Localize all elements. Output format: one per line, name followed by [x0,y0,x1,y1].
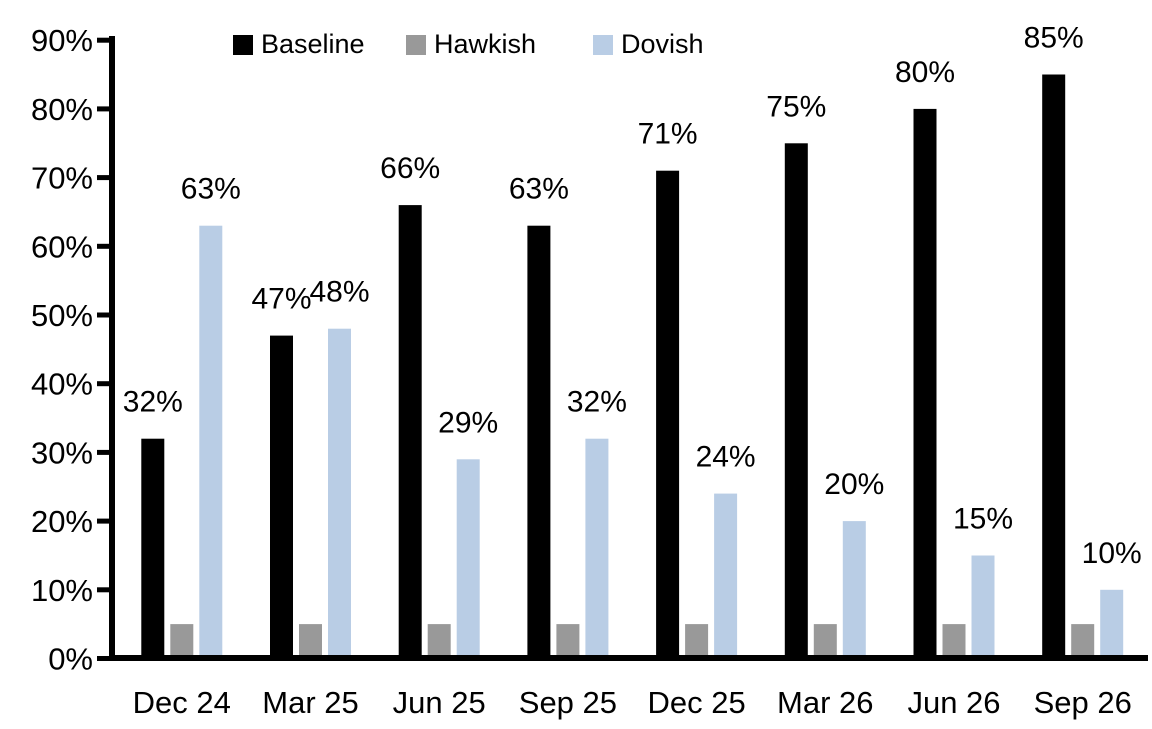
bar-baseline-mar-26 [784,143,808,660]
y-axis-label: 70% [31,161,93,196]
data-label: 24% [696,441,756,474]
legend-item-dovish: Dovish [593,31,704,58]
bar-hawkish-jun-25 [427,624,451,660]
y-axis-label: 40% [31,367,93,402]
bar-hawkish-dec-24 [170,624,194,660]
bar-hawkish-mar-25 [299,624,322,660]
data-label: 10% [1082,537,1142,570]
bar-dovish-dec-24 [199,225,223,660]
data-label: 85% [1024,22,1084,55]
x-axis-label-sep-25: Sep 25 [519,685,617,720]
x-axis-label-dec-24: Dec 24 [133,685,231,720]
bar-hawkish-sep-25 [556,624,580,660]
baseline-swatch-icon [233,34,253,55]
x-axis-label-dec-25: Dec 25 [647,685,745,720]
bar-baseline-sep-26 [1042,74,1066,660]
x-axis-label-jun-26: Jun 26 [907,685,1000,720]
bar-dovish-mar-25 [328,328,351,660]
data-label: 66% [380,152,440,185]
bar-baseline-mar-25 [270,335,293,660]
legend-label-dovish: Dovish [621,29,704,59]
y-axis-line [109,36,115,661]
legend-label-hawkish: Hawkish [434,29,537,59]
y-axis-tick [97,587,109,593]
y-axis-tick [97,175,109,181]
y-axis-tick [97,243,109,249]
data-label: 15% [953,503,1013,536]
data-label: 63% [181,173,241,206]
legend: Baseline Hawkish Dovish [0,0,1152,70]
data-label: 29% [438,406,498,439]
bar-baseline-dec-25 [656,170,680,660]
bar-dovish-jun-26 [971,555,995,660]
bar-dovish-sep-25 [585,438,609,660]
y-axis-tick [97,518,109,524]
data-label: 32% [567,386,627,419]
y-axis-label: 0% [48,642,93,677]
legend-label-baseline: Baseline [261,29,365,59]
y-axis-label: 50% [31,298,93,333]
data-label: 48% [309,276,369,309]
bar-hawkish-dec-25 [685,624,709,660]
bar-hawkish-mar-26 [813,624,837,660]
legend-item-baseline: Baseline [233,31,365,58]
bar-dovish-jun-25 [456,459,480,660]
bar-baseline-sep-25 [527,225,551,660]
y-axis-tick [97,656,109,661]
legend-item-hawkish: Hawkish [406,31,536,58]
y-axis-label: 80% [31,92,93,127]
data-label: 63% [509,173,569,206]
y-axis-label: 30% [31,435,93,470]
x-axis-label-mar-25: Mar 25 [262,685,358,720]
y-axis-tick [97,312,109,318]
bar-hawkish-sep-26 [1071,624,1095,660]
data-label: 71% [638,118,698,151]
y-axis-label: 10% [31,573,93,608]
bar-dovish-dec-25 [714,493,738,660]
bar-baseline-jun-25 [398,205,422,660]
bar-baseline-dec-24 [141,438,165,660]
bar-dovish-mar-26 [842,521,866,660]
y-axis-tick [97,381,109,387]
hawkish-swatch-icon [406,34,426,55]
y-axis-tick [97,449,109,455]
data-label: 80% [895,56,955,89]
x-axis-label-mar-26: Mar 26 [777,685,873,720]
y-axis-label: 60% [31,229,93,264]
y-axis-label: 90% [31,23,93,58]
bar-baseline-jun-26 [913,108,937,660]
data-label: 32% [123,386,183,419]
data-label: 47% [251,283,311,316]
y-axis-tick [97,106,109,112]
data-label: 20% [824,468,884,501]
x-axis-line [109,655,1148,661]
y-axis-label: 20% [31,504,93,539]
bar-dovish-sep-26 [1100,589,1124,660]
y-axis-tick [97,37,109,43]
data-label: 75% [766,90,826,123]
x-axis-label-jun-25: Jun 25 [393,685,486,720]
bar-hawkish-jun-26 [942,624,966,660]
dovish-swatch-icon [593,34,613,55]
x-axis-label-sep-26: Sep 26 [1034,685,1132,720]
